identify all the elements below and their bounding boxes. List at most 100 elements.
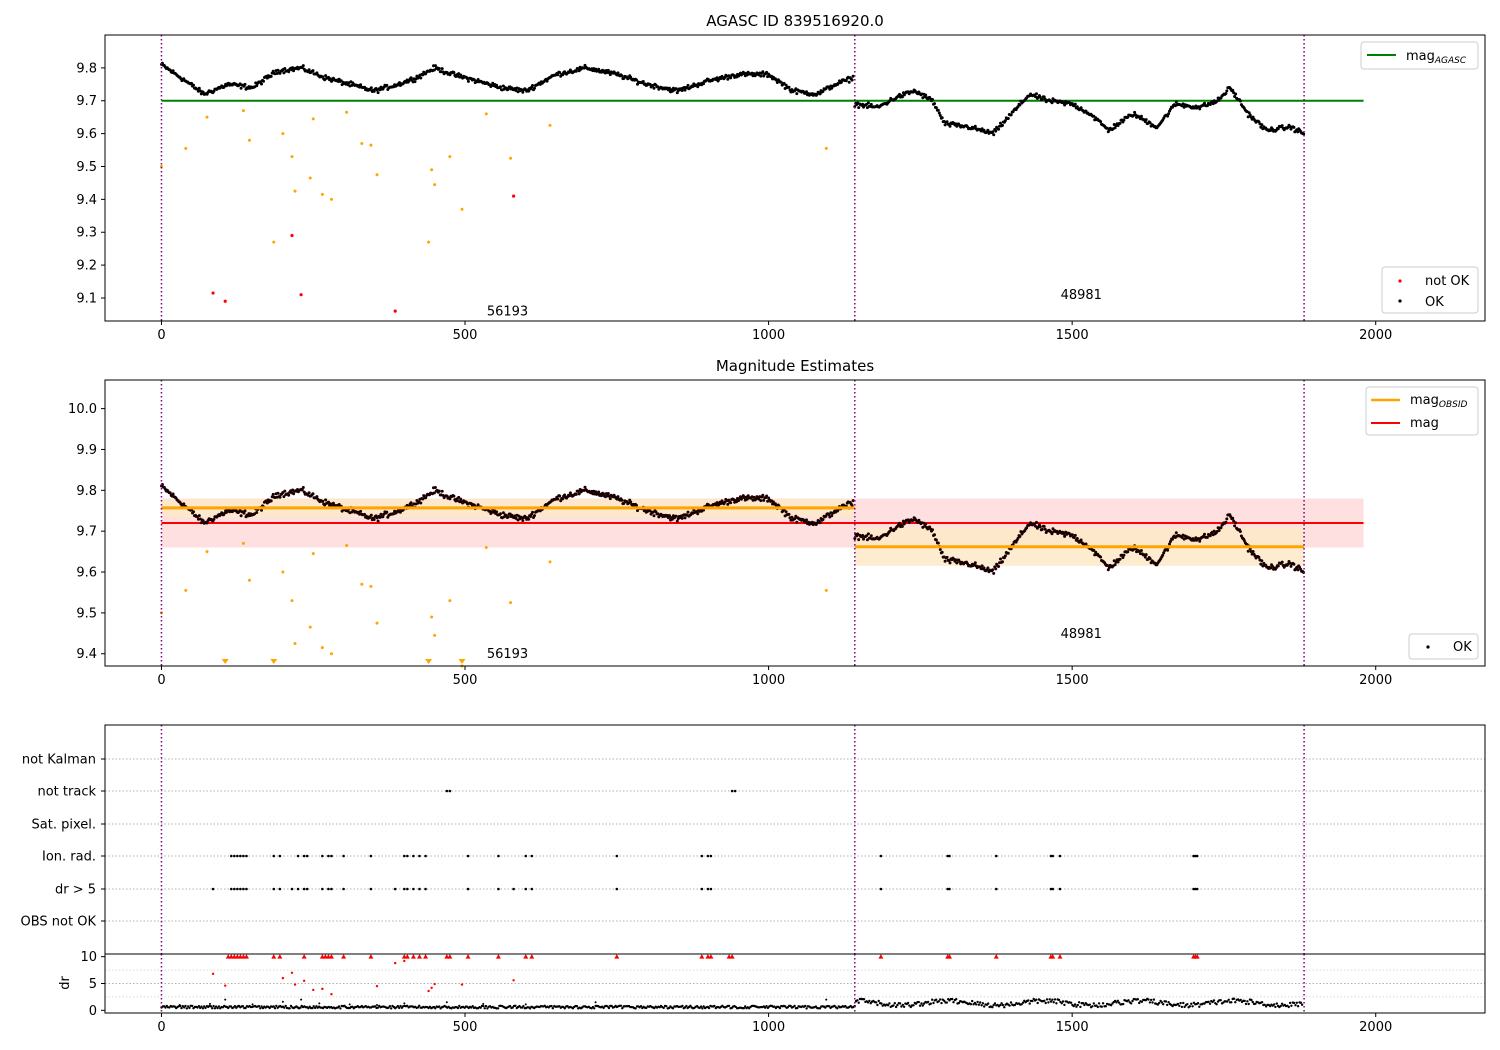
dr-point [550,1004,553,1008]
dr-point [209,1005,213,1008]
ok-point [324,498,328,502]
ok-point [1292,562,1296,566]
ok-point [205,521,209,525]
dr-clipped-marker [523,954,529,959]
ok-point [900,524,904,528]
ok-point [243,82,247,86]
ok-point [385,83,389,87]
dr-point [1035,998,1038,1001]
not-ok-point [299,293,303,297]
dr-point [665,1005,668,1008]
dr-point [1138,1001,1141,1005]
ok-point [1099,120,1103,124]
dr-point [814,1005,818,1008]
dr-point [744,1005,747,1008]
dr-point [224,998,227,1001]
flag-point [530,854,534,858]
flag-point [524,854,528,858]
dr-clipped-marker [447,954,453,959]
ok-point [911,518,915,522]
dr-point [932,1001,935,1005]
dr-point [1162,1003,1165,1006]
dr-point [1182,1001,1185,1005]
ok-point [432,68,436,72]
dr-point [1096,1005,1100,1009]
outlier-point [548,123,552,127]
dr-point [1191,1005,1194,1008]
ok-point [1231,88,1235,92]
outlier-point [448,155,452,159]
dr-point [484,1004,488,1008]
flag-point [406,887,409,891]
dr-point [1091,1005,1094,1008]
dr-point [1287,1005,1291,1009]
ok-point [282,495,286,499]
ok-point [1063,534,1067,538]
ok-point [1040,97,1044,101]
ok-point [973,561,977,565]
dr-clipped-marker [1050,954,1056,959]
ok-point [276,491,280,495]
panel4-data [105,954,1485,1013]
flag-point [615,887,619,891]
y-tick-label: 9.2 [76,259,97,274]
ok-point [1018,103,1022,107]
dr-red-point [460,983,464,986]
dr-point [1178,1004,1181,1007]
ok-point [830,514,834,518]
ok-point [301,486,305,489]
ok-point [283,489,287,493]
ok-point [1205,104,1209,108]
ok-point [991,568,995,572]
flag-point [242,887,245,891]
dr-clipped-marker [301,954,307,959]
outlier-point [241,541,245,545]
outlier-point [184,146,188,150]
ok-point [1003,119,1007,123]
ok-point [197,514,201,518]
ok-point [201,519,205,523]
ok-point [931,98,934,101]
flag-point [305,854,309,858]
dr-point [1226,1000,1229,1003]
dr-point [877,999,880,1003]
dr-point [1100,1005,1104,1008]
ok-point [1205,535,1209,539]
dr-point [939,998,942,1001]
dr-point [374,1005,377,1008]
dr-point [922,1002,926,1005]
dr-red-point [427,989,430,993]
ok-point [1148,121,1152,125]
ok-point [466,79,470,83]
panel1-obs-label-56193: 56193 [487,305,528,320]
ok-point [635,503,638,507]
ok-point [171,492,175,496]
ok-point [934,106,938,110]
ok-point [1094,550,1098,554]
dr-point [918,1004,922,1007]
ok-point [269,74,273,78]
dr-point [912,1004,915,1007]
ok-point [574,492,578,496]
dr-point [1151,1001,1154,1004]
ok-point [329,502,332,506]
ok-point [307,491,311,495]
flag-point [512,887,515,891]
outlier-point [293,189,297,193]
flag-point [706,854,710,858]
ok-point [866,101,870,105]
x-tick-label: 0 [157,328,165,343]
dr-clipped-marker [368,954,374,959]
dr-point [987,1002,990,1005]
dr-point [375,1003,378,1006]
x-tick-label: 500 [453,1020,478,1035]
ok-point [1050,101,1054,105]
ok-point [940,550,944,554]
dr-clipped-marker [410,954,416,959]
dr-point [281,1000,284,1003]
dr-point [866,1001,870,1004]
ok-point [857,538,861,542]
dr-point [727,1004,731,1008]
panel2-obs-label-48981: 48981 [1061,627,1102,642]
dr-point [993,1002,997,1005]
